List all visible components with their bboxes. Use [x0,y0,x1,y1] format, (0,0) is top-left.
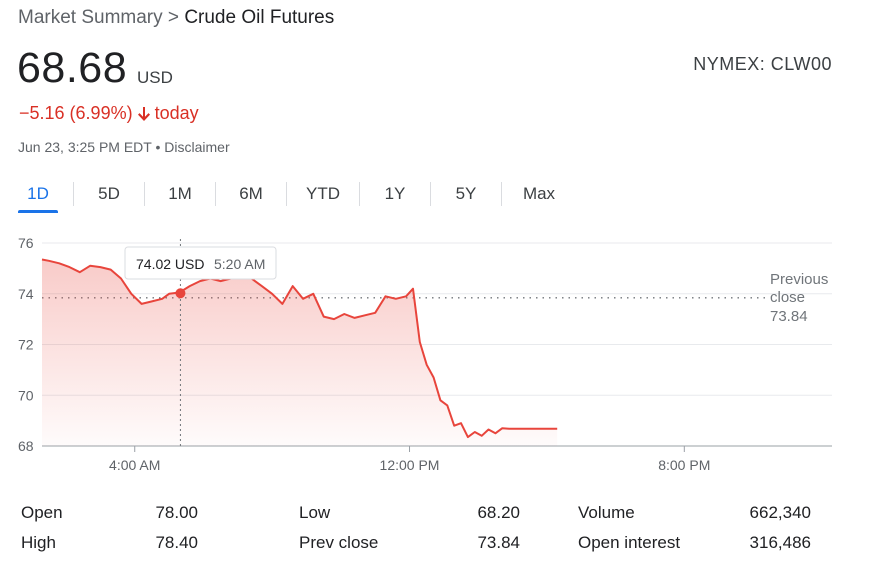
previous-close-label: close [770,289,805,306]
tab-divider [430,182,431,206]
stat-value-high: 78.40 [155,533,198,552]
tab-divider [215,182,216,206]
hover-point [175,288,186,299]
price-line [41,258,558,439]
dot-separator: • [155,139,161,155]
tab-divider [144,182,145,206]
arrow-down-icon [137,106,151,122]
tooltip-time: 5:20 AM [214,256,265,272]
stat-value-low: 68.20 [477,503,520,522]
y-tick-label: 70 [18,387,34,403]
y-tick-label: 74 [18,286,34,302]
tab-divider [501,182,502,206]
timestamp-line: Jun 23, 3:25 PM EDT • Disclaimer [18,139,230,155]
price-area [42,259,558,446]
tab-divider [73,182,74,206]
tab-1m[interactable]: 1M [168,184,192,203]
breadcrumb-current: Crude Oil Futures [184,7,335,28]
breadcrumb-parent[interactable]: Market Summary [18,7,163,28]
tab-divider [286,182,287,206]
stat-label-open-interest: Open interest [578,533,681,552]
change-value: −5.16 (6.99%) [19,103,133,123]
timestamp: Jun 23, 3:25 PM EDT [18,139,152,155]
change-period: today [154,103,199,123]
currency-label: USD [137,68,173,87]
stat-label-high: High [21,533,56,552]
previous-close-label: Previous [770,271,828,288]
x-tick-label: 8:00 PM [658,457,710,473]
y-tick-label: 76 [18,235,34,251]
breadcrumb-separator: > [167,7,180,28]
current-price: 68.68 [17,44,128,92]
y-tick-label: 68 [18,438,34,454]
tab-max[interactable]: Max [522,184,556,203]
stat-label-prev-close: Prev close [299,533,379,552]
tab-ytd[interactable]: YTD [306,184,340,203]
tab-1y[interactable]: 1Y [384,184,406,203]
disclaimer-link[interactable]: Disclaimer [164,139,230,155]
x-tick-label: 12:00 PM [380,457,440,473]
price-change: −5.16 (6.99%) today [19,103,199,124]
stat-label-open: Open [21,503,63,522]
previous-close-value: 73.84 [770,308,808,325]
y-tick-label: 72 [18,337,34,353]
tab-5y[interactable]: 5Y [455,184,477,203]
stat-value-volume: 662,340 [749,503,811,522]
price-chart[interactable]: 76 74 72 70 68 4:00 AM 12:00 PM 8:00 PM Previous… [0,225,878,475]
tab-divider [359,182,360,206]
stat-value-prev-close: 73.84 [477,533,520,552]
breadcrumb: Market Summary > Crude Oil Futures [18,7,334,29]
tab-6m[interactable]: 6M [239,184,263,203]
stat-label-low: Low [299,503,331,522]
tab-5d[interactable]: 5D [98,184,120,203]
x-tick-label: 4:00 AM [109,457,160,473]
tooltip-box [124,246,277,280]
tooltip-price: 74.02 USD [136,256,204,272]
stat-value-open: 78.00 [155,503,198,522]
exchange-ticker: NYMEX: CLW00 [693,54,832,74]
stat-label-volume: Volume [578,503,635,522]
tab-1d[interactable]: 1D [18,178,58,213]
stat-value-open-interest: 316,486 [749,533,811,552]
